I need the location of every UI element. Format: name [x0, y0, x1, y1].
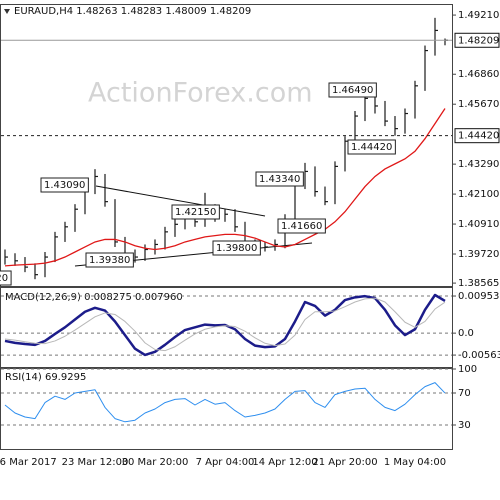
annotation-box: [328, 82, 377, 98]
annotation: 1.44420: [351, 142, 392, 153]
x-tick-label: 23 Mar 12:00: [62, 457, 129, 468]
annotation: 1.39800: [216, 243, 257, 254]
y-tick-label: 1.46860: [458, 69, 499, 80]
annotation: 720: [0, 273, 8, 284]
y-tick-label: 1.40910: [458, 219, 499, 230]
series-line: [4, 382, 446, 423]
y-tick-label: 30: [458, 420, 471, 431]
annotation: 1.42150: [175, 207, 216, 218]
macd-panel-frame: [0, 287, 453, 368]
annotation: 1.41660: [281, 221, 322, 232]
y-tick-label: -0.005637: [458, 350, 500, 361]
trendline: [95, 185, 266, 217]
chart-title: EURAUD,H4 1.48263 1.48283 1.48009 1.4820…: [14, 6, 251, 17]
y-tick-label: 0.0: [458, 328, 474, 339]
rsi-title: RSI(14) 69.9295: [5, 372, 86, 383]
price-box-label: 1.44420: [458, 131, 499, 142]
series-line: [4, 297, 446, 352]
annotation-box: [171, 204, 220, 220]
macd-title: MACD(12,26,9) 0.008275 0.007960: [5, 292, 183, 303]
annotation-box: [85, 252, 134, 268]
x-tick-label: 21 Apr 20:00: [312, 457, 377, 468]
y-tick-label: 0.009538: [458, 291, 500, 302]
price-box-label: 1.48209: [458, 35, 499, 46]
y-tick-label: 100: [458, 364, 477, 375]
series-line: [4, 293, 446, 357]
annotation: 1.43090: [44, 180, 85, 191]
annotation: 1.43340: [259, 174, 300, 185]
y-tick-label: 1.39720: [458, 249, 499, 260]
annotation-box: [40, 177, 89, 193]
annotation-box: [277, 218, 326, 234]
annotation: 1.46490: [332, 85, 373, 96]
watermark: ActionForex.com: [88, 78, 313, 109]
annotation: 1.39380: [89, 255, 130, 266]
x-tick-label: 14 Apr 12:00: [252, 457, 317, 468]
price-panel-frame: [0, 4, 453, 287]
x-tick-label: 7 Apr 04:00: [196, 457, 255, 468]
y-tick-label: 1.45670: [458, 99, 499, 110]
y-tick-label: 1.49210: [458, 10, 499, 21]
x-tick-label: 16 Mar 2017: [0, 457, 57, 468]
rsi-panel-frame: [0, 368, 453, 450]
moving-average: [4, 108, 446, 267]
y-tick-label: 1.42100: [458, 189, 499, 200]
annotation-box: [255, 171, 304, 187]
price-box: [454, 32, 500, 48]
x-tick-label: 30 Mar 20:00: [122, 457, 189, 468]
x-tick-label: 1 May 04:00: [384, 457, 446, 468]
price-box: [454, 128, 500, 144]
y-tick-label: 1.43290: [458, 159, 499, 170]
annotation-box: [212, 240, 261, 256]
y-tick-label: 1.38565: [458, 278, 499, 289]
title-marker: [4, 9, 10, 14]
y-tick-label: 70: [458, 388, 471, 399]
annotation-box: [347, 139, 396, 155]
annotation-box: [0, 270, 12, 286]
